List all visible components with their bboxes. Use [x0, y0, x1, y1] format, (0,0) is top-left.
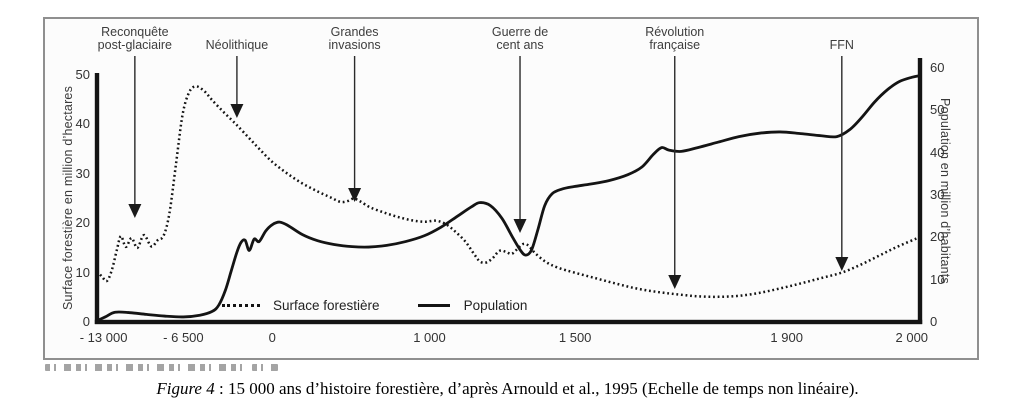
y-axis-right-bar — [917, 58, 923, 324]
figure-caption: Figure 4 : 15 000 ans d’histoire foresti… — [0, 379, 1015, 399]
annotation-arrowhead-4 — [668, 275, 682, 289]
figure-caption-label: Figure 4 — [156, 379, 215, 398]
x-tick-label: 0 — [268, 330, 276, 345]
y-right-tick-label: 40 — [930, 144, 945, 160]
y-right-tick-label: 10 — [930, 271, 945, 287]
cropped-text-fragment — [45, 364, 247, 371]
annotation-label-5: FFN — [829, 38, 854, 52]
y-right-tick-label: 20 — [930, 229, 945, 245]
y-left-tick-label: 40 — [75, 116, 90, 132]
legend-label-surface-forestiere: Surface forestière — [273, 297, 380, 313]
y-left-tick-label: 20 — [75, 215, 90, 231]
y-left-tick-label: 10 — [75, 264, 90, 280]
annotation-label-4: Révolution française — [645, 25, 705, 52]
population-curve — [96, 74, 921, 323]
y-right-tick-label: 30 — [930, 187, 945, 202]
y-right-tick-label: 0 — [930, 314, 938, 329]
forest-area-curve — [96, 85, 921, 299]
x-tick-label: 1 500 — [558, 330, 592, 345]
annotation-arrowhead-2 — [348, 188, 362, 202]
solid-line-swatch — [417, 303, 450, 307]
x-tick-label: - 6 500 — [163, 330, 204, 345]
annotation-arrowhead-0 — [128, 204, 142, 218]
dotted-line-swatch — [222, 303, 260, 307]
y-axis-left-title: Surface forestière en million d’hectares — [61, 85, 75, 311]
annotation-arrowhead-3 — [513, 219, 527, 233]
y-right-tick-label: 50 — [930, 102, 945, 118]
figure-frame — [43, 17, 979, 360]
figure-caption-text: : 15 000 ans d’histoire forestière, d’ap… — [214, 379, 859, 398]
y-axis-left-bar — [94, 73, 100, 324]
chart-legend: Surface forestière Population — [222, 296, 527, 314]
annotation-label-1: Néolithique — [205, 38, 269, 52]
y-right-tick-label: 60 — [930, 60, 945, 75]
x-axis-bar — [94, 319, 923, 325]
y-left-tick-label: 50 — [75, 67, 90, 82]
x-tick-label: 1 900 — [770, 330, 803, 345]
x-tick-label: 1 000 — [413, 330, 446, 345]
x-tick-label: - 13 000 — [79, 330, 128, 345]
annotation-label-3: Guerre de cent ans — [491, 25, 549, 52]
annotation-arrowhead-5 — [835, 257, 849, 271]
cropped-text-fragment — [252, 364, 278, 371]
annotation-label-2: Grandes invasions — [328, 25, 381, 52]
annotation-arrowhead-1 — [230, 104, 244, 118]
x-tick-label: 2 000 — [895, 330, 929, 345]
y-left-tick-label: 0 — [82, 314, 90, 329]
annotation-label-0: Reconquête post-glaciaire — [97, 25, 173, 52]
legend-label-population: Population — [463, 297, 528, 313]
y-left-tick-label: 30 — [75, 165, 90, 181]
